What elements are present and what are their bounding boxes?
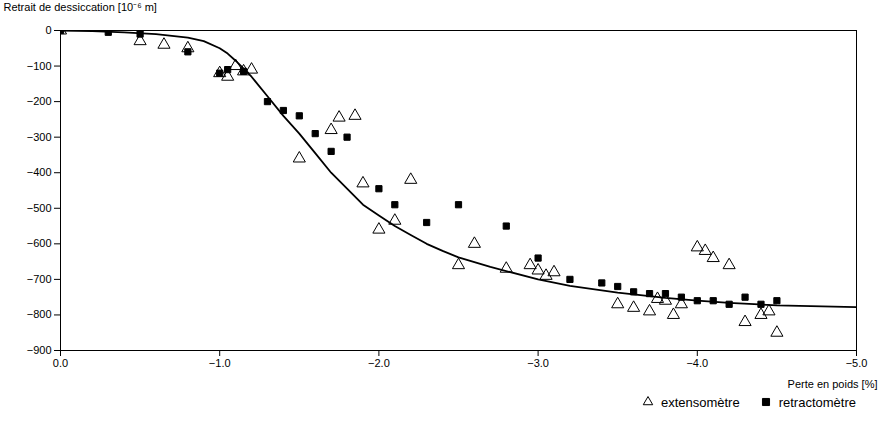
svg-text:−3.0: −3.0 xyxy=(527,357,549,369)
svg-text:−200: −200 xyxy=(27,95,52,107)
svg-text:−2.0: −2.0 xyxy=(368,357,390,369)
svg-text:−5.0: −5.0 xyxy=(846,357,868,369)
svg-text:−700: −700 xyxy=(27,273,52,285)
svg-text:−300: −300 xyxy=(27,131,52,143)
svg-text:−400: −400 xyxy=(27,166,52,178)
svg-text:0.0: 0.0 xyxy=(53,357,68,369)
svg-text:−900: −900 xyxy=(27,344,52,356)
svg-text:−500: −500 xyxy=(27,202,52,214)
svg-text:−800: −800 xyxy=(27,308,52,320)
svg-text:−600: −600 xyxy=(27,237,52,249)
svg-text:−100: −100 xyxy=(27,60,52,72)
html-text:retractomètre: retractomètre xyxy=(778,394,856,410)
svg-text:0: 0 xyxy=(45,24,51,36)
svg-text:−1.0: −1.0 xyxy=(209,357,231,369)
svg-text:Retrait de dessiccation [10⁻⁶: Retrait de dessiccation [10⁻⁶ m] xyxy=(4,1,157,13)
html-text:extensomètre: extensomètre xyxy=(660,394,740,410)
svg-text:−4.0: −4.0 xyxy=(686,357,708,369)
svg-text:Perte en poids [%]: Perte en poids [%] xyxy=(788,378,878,390)
